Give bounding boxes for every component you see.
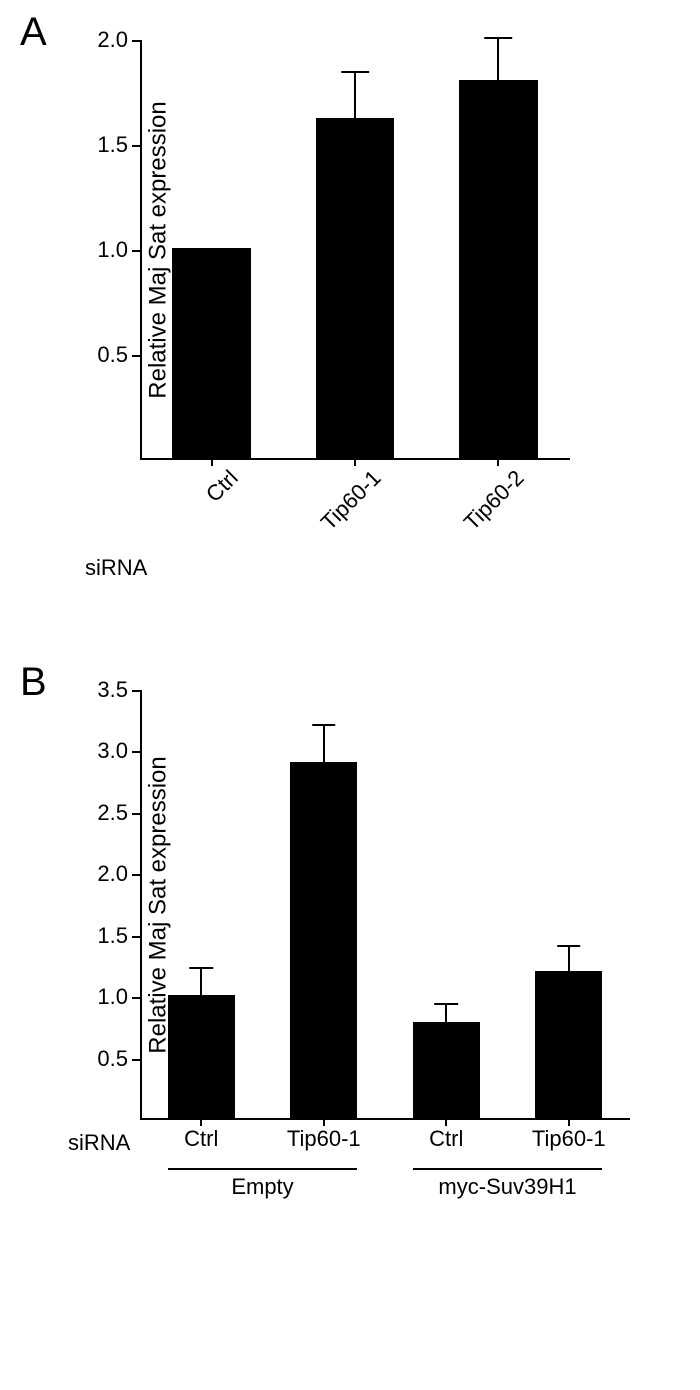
panel-a: A Relative Maj Sat expression 0.51.01.52…	[20, 20, 680, 630]
bar	[172, 248, 251, 458]
chart-a-plot: 0.51.01.52.0CtrlTip60-1Tip60-2siRNA	[140, 40, 570, 460]
x-category-label: Tip60-2	[452, 458, 530, 536]
y-tick-label: 2.0	[97, 861, 140, 887]
sirna-prefix-label: siRNA	[85, 555, 147, 581]
x-category-label: Ctrl	[193, 458, 243, 508]
y-tick-label: 2.0	[97, 27, 140, 53]
chart-b-plot: 0.51.01.52.02.53.03.5CtrlTip60-1CtrlTip6…	[140, 690, 630, 1120]
group-label: myc-Suv39H1	[438, 1174, 576, 1200]
group-label: Empty	[231, 1174, 293, 1200]
y-tick-label: 0.5	[97, 1046, 140, 1072]
panel-b: B Relative Maj Sat expression 0.51.01.52…	[20, 670, 680, 1330]
bar	[413, 1022, 480, 1118]
x-category-label: Ctrl	[184, 1118, 218, 1152]
sirna-prefix-label: siRNA	[68, 1130, 130, 1156]
bar	[535, 971, 602, 1118]
y-tick-label: 1.0	[97, 237, 140, 263]
bar	[168, 995, 235, 1118]
panel-a-label: A	[20, 10, 47, 55]
x-category-label: Ctrl	[429, 1118, 463, 1152]
bar	[316, 118, 395, 458]
y-tick-label: 1.5	[97, 923, 140, 949]
chart-b-area: Relative Maj Sat expression 0.51.01.52.0…	[80, 690, 680, 1120]
x-category-label: Tip60-1	[532, 1118, 606, 1152]
chart-b: Relative Maj Sat expression 0.51.01.52.0…	[80, 670, 680, 1120]
y-tick-label: 2.5	[97, 800, 140, 826]
y-tick-label: 1.5	[97, 132, 140, 158]
y-tick-label: 1.0	[97, 984, 140, 1010]
y-tick-label: 3.0	[97, 738, 140, 764]
x-category-label: Tip60-1	[287, 1118, 361, 1152]
chart-a-area: Relative Maj Sat expression 0.51.01.52.0…	[80, 40, 680, 460]
y-tick-label: 0.5	[97, 342, 140, 368]
chart-a: Relative Maj Sat expression 0.51.01.52.0…	[80, 20, 680, 460]
panel-b-label: B	[20, 660, 47, 705]
y-tick-label: 3.5	[97, 677, 140, 703]
bar	[290, 762, 357, 1118]
bar	[459, 80, 538, 458]
x-category-label: Tip60-1	[309, 458, 387, 536]
